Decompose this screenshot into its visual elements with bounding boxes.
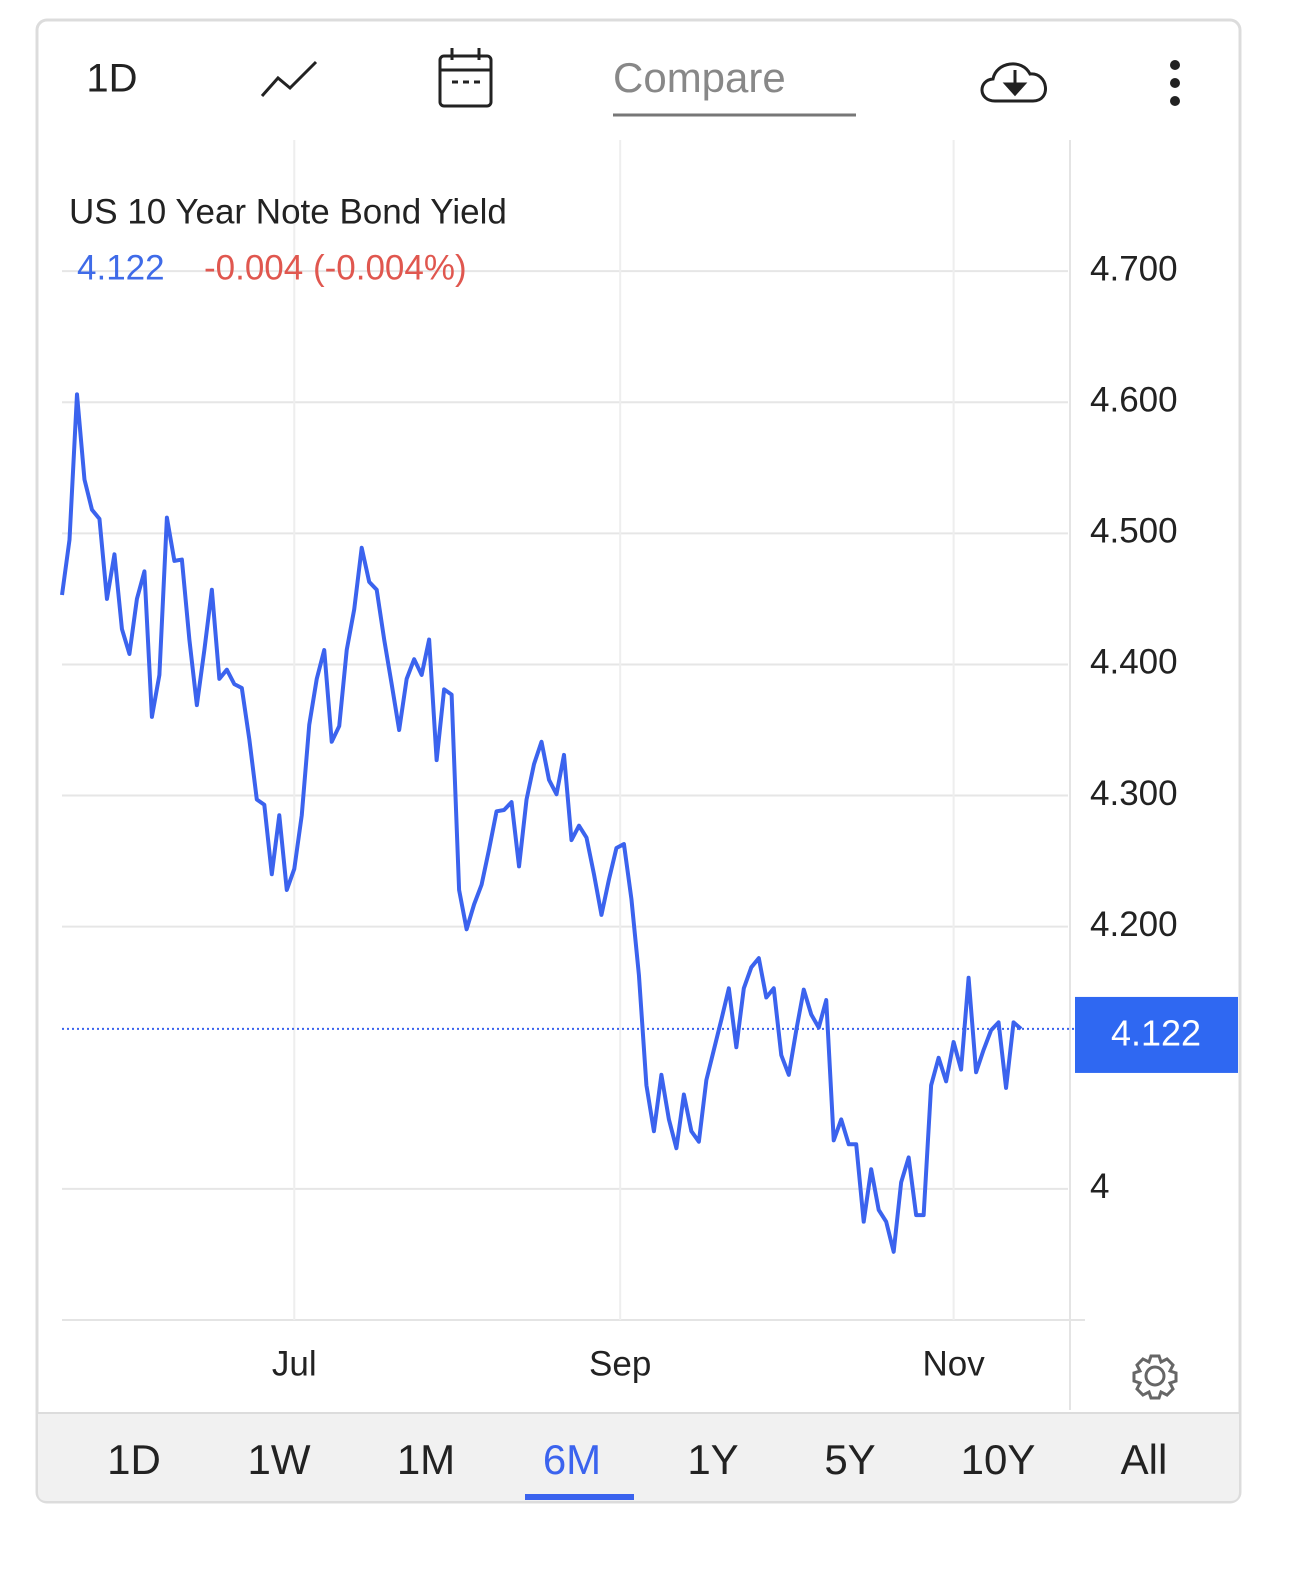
y-tick-label: 4: [1090, 1167, 1109, 1206]
y-tick-label: 4.600: [1090, 380, 1178, 419]
last-value-box: [1075, 996, 1238, 1073]
range-button[interactable]: 1Y: [687, 1436, 738, 1483]
range-button[interactable]: 1M: [397, 1436, 455, 1483]
range-underline: [525, 1494, 634, 1500]
last-value-label: 4.122: [1111, 1012, 1201, 1053]
chart-type-icon[interactable]: [260, 60, 318, 97]
x-tick-label: Sep: [589, 1344, 651, 1383]
compare-input[interactable]: Compare: [613, 54, 786, 101]
last-value: 4.122: [77, 248, 165, 287]
grid: 4 4.200 4.300 4.400 4.500 4.600 4.700 Jul Sep Nov: [62, 140, 1178, 1383]
range-button[interactable]: All: [1121, 1436, 1168, 1483]
range-button[interactable]: 1W: [248, 1436, 311, 1483]
calendar-icon[interactable]: [438, 48, 493, 108]
y-tick-label: 4.300: [1090, 774, 1178, 813]
range-button[interactable]: 6M: [543, 1436, 601, 1483]
interval-button[interactable]: 1D: [86, 57, 137, 101]
card: [35, 18, 1242, 1504]
change: -0.004 (-0.004%): [204, 248, 467, 287]
y-tick-label: 4.700: [1090, 249, 1178, 288]
y-tick-label: 4.500: [1090, 512, 1178, 551]
range-bar: [38, 1413, 1239, 1501]
range-button[interactable]: 1D: [107, 1436, 161, 1483]
plot: 4.122: [60, 392, 1238, 1254]
download-icon[interactable]: [980, 62, 1047, 103]
range-button[interactable]: 10Y: [961, 1436, 1036, 1483]
settings-icon[interactable]: [1132, 1354, 1178, 1400]
more-menu[interactable]: [1170, 60, 1180, 106]
y-tick-label: 4.200: [1090, 905, 1178, 944]
x-tick-label: Nov: [922, 1344, 985, 1383]
range-button[interactable]: 5Y: [824, 1436, 875, 1483]
yield-line: [60, 392, 1023, 1254]
chart-title: US 10 Year Note Bond Yield: [69, 192, 507, 231]
y-tick-label: 4.400: [1090, 643, 1178, 682]
range-buttons: 1D 1W 1M 6M 1Y 5Y 10Y All: [107, 1436, 1167, 1500]
x-tick-label: Jul: [272, 1344, 317, 1383]
